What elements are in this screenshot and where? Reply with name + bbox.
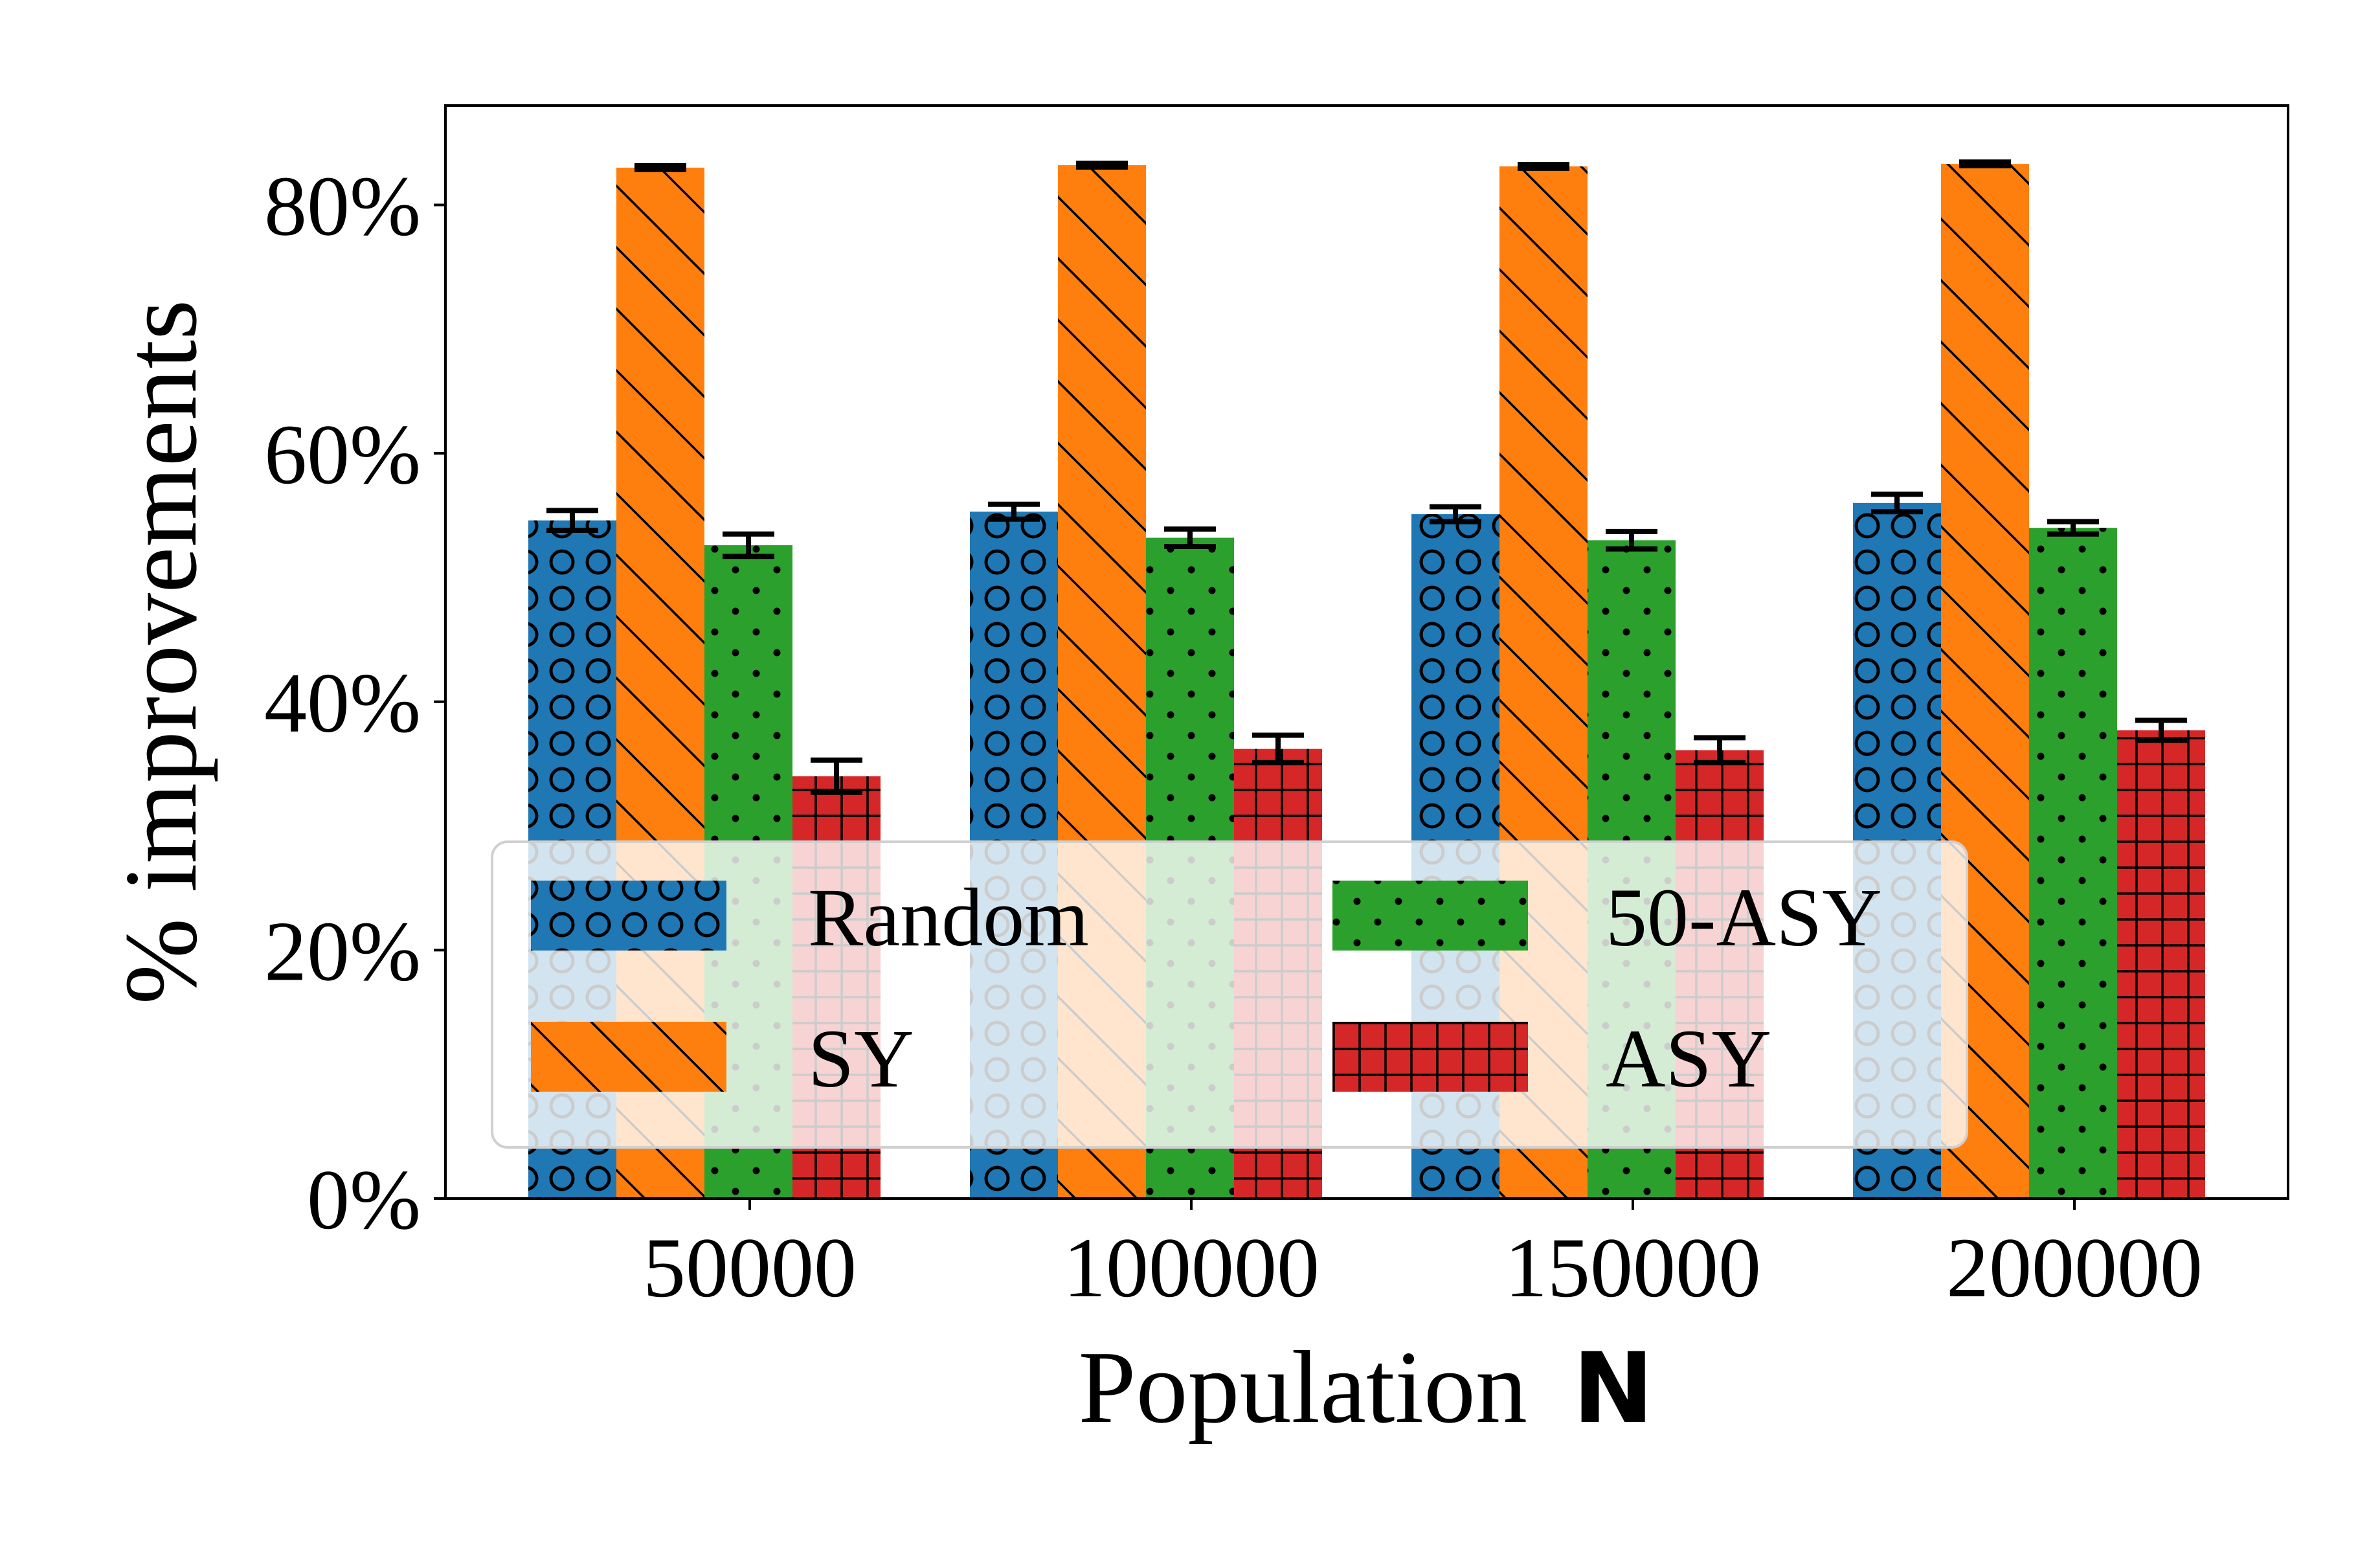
error-bar-asy-50000 xyxy=(811,757,862,795)
error-bar-sy-50000 xyxy=(634,163,686,172)
legend-label: SY xyxy=(808,1013,914,1105)
error-bar-asy-150000 xyxy=(1694,735,1746,765)
x-axis-label: Population N xyxy=(1079,1329,1654,1445)
error-bar-50-asy-200000 xyxy=(2047,519,2099,537)
legend-item-sy: SY xyxy=(531,1013,914,1105)
error-bar-random-200000 xyxy=(1871,491,1923,515)
legend-item-asy: ASY xyxy=(1332,1013,1771,1105)
bar-50-asy-200000 xyxy=(2029,528,2117,1199)
error-bar-50-asy-150000 xyxy=(1606,528,1657,552)
y-tick-label: 20% xyxy=(264,903,421,998)
y-axis-label: % improvements xyxy=(103,300,218,1005)
y-tick-label: 0% xyxy=(307,1152,421,1247)
legend-label: 50-ASY xyxy=(1606,872,1882,963)
y-tick-label: 80% xyxy=(264,158,421,253)
error-bar-50-asy-50000 xyxy=(723,531,774,559)
error-bar-random-100000 xyxy=(988,501,1040,522)
error-bar-random-150000 xyxy=(1430,504,1481,524)
errorbars-layer xyxy=(546,159,2187,795)
error-bar-random-50000 xyxy=(546,508,598,534)
legend-swatch xyxy=(1332,881,1528,951)
legend: Random SY 50-ASY ASY xyxy=(491,840,1968,1149)
y-axis-ticks: 0% 20% 40% 60% 80% xyxy=(264,158,445,1247)
error-bar-asy-100000 xyxy=(1252,732,1304,765)
legend-swatch xyxy=(531,881,726,951)
legend-swatch xyxy=(531,1022,726,1092)
plot-frame xyxy=(444,104,2289,1200)
x-axis-label-symbol: N xyxy=(1573,1333,1654,1445)
y-tick-label: 40% xyxy=(264,655,421,750)
legend-box xyxy=(491,840,1968,1149)
x-tick-label: 100000 xyxy=(1063,1220,1319,1315)
legend-item-random: Random xyxy=(531,872,1089,963)
y-tick-label: 60% xyxy=(264,407,421,502)
legend-swatch xyxy=(1332,1022,1528,1092)
error-bar-50-asy-100000 xyxy=(1164,526,1216,549)
x-tick-label: 50000 xyxy=(643,1220,857,1315)
error-bar-sy-200000 xyxy=(1959,159,2011,169)
legend-label: ASY xyxy=(1606,1013,1771,1105)
error-bar-sy-100000 xyxy=(1076,161,1128,170)
bar-asy-200000 xyxy=(2117,730,2205,1199)
x-tick-label: 150000 xyxy=(1505,1220,1761,1315)
x-axis-ticks: 50000 100000 150000 200000 xyxy=(643,1199,2203,1315)
legend-label: Random xyxy=(808,872,1089,963)
error-bar-asy-200000 xyxy=(2135,717,2187,743)
x-axis-label-text: Population xyxy=(1079,1329,1527,1445)
error-bar-sy-150000 xyxy=(1518,162,1569,171)
x-tick-label: 200000 xyxy=(1946,1220,2203,1315)
legend-item-50-asy: 50-ASY xyxy=(1332,872,1882,963)
